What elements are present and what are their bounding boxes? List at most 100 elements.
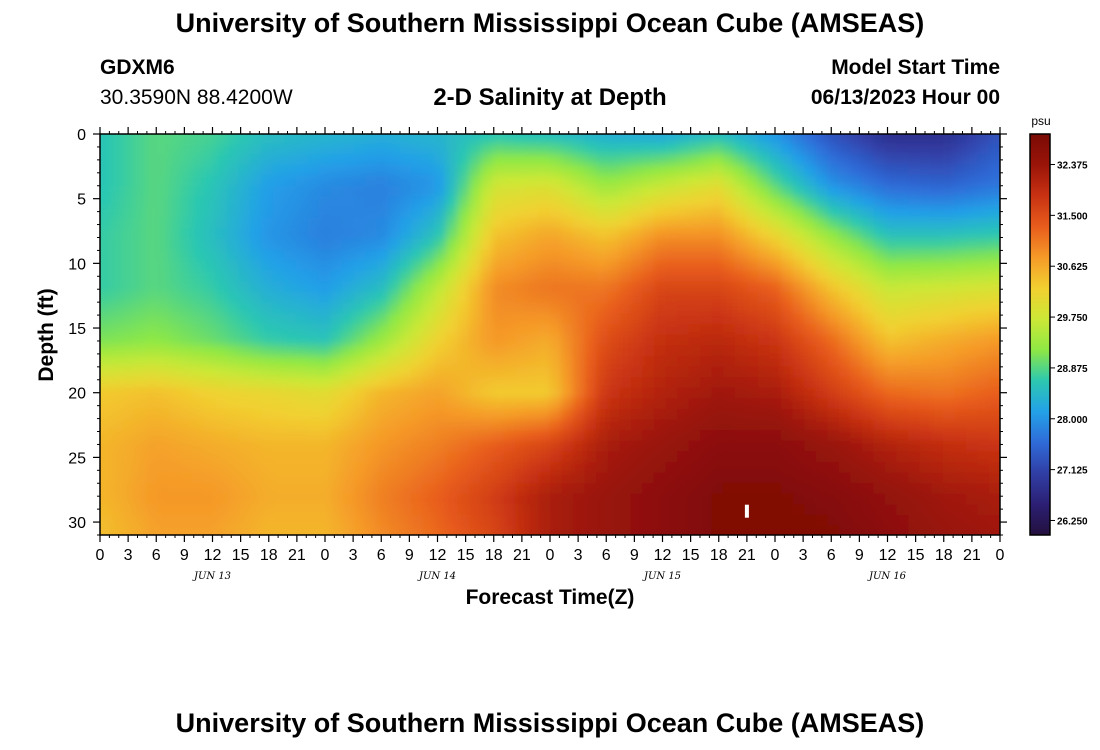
heatmap-cell	[538, 419, 551, 431]
heatmap-cell	[873, 302, 886, 315]
heatmap-cell	[942, 483, 956, 495]
heatmap-cell	[630, 185, 644, 198]
heatmap-cell	[734, 249, 748, 261]
heatmap-cell	[538, 387, 551, 400]
heatmap-cell	[330, 408, 343, 421]
heatmap-cell	[700, 366, 713, 378]
heatmap-cell	[573, 462, 586, 474]
heatmap-cell	[204, 122, 216, 133]
heatmap-cell	[342, 493, 355, 506]
heatmap-cell	[873, 217, 886, 230]
heatmap-cell	[238, 270, 251, 283]
heatmap-cell	[896, 207, 909, 219]
heatmap-cell	[596, 483, 609, 495]
colorbar-tick-label: 28.875	[1057, 364, 1088, 375]
heatmap-cell	[550, 472, 563, 485]
heatmap-cell	[607, 377, 621, 389]
heatmap-cell	[180, 164, 193, 176]
heatmap-cell	[446, 515, 459, 527]
heatmap-cell	[908, 302, 921, 315]
heatmap-cell	[908, 175, 921, 187]
heatmap-cell	[180, 323, 193, 336]
heatmap-cell	[896, 462, 909, 474]
heatmap-cell	[550, 217, 563, 230]
heatmap-cell	[804, 175, 817, 187]
heatmap-cell	[111, 515, 124, 527]
heatmap-cell	[342, 228, 355, 240]
heatmap-cell	[723, 493, 736, 506]
heatmap-cell	[884, 334, 898, 346]
heatmap-cell	[191, 249, 205, 261]
heatmap-cell	[688, 153, 701, 166]
heatmap-cell	[757, 387, 771, 400]
heatmap-cell	[1000, 260, 1012, 271]
heatmap-cell	[838, 472, 852, 485]
heatmap-cell	[804, 366, 817, 378]
heatmap-cell	[330, 302, 343, 315]
heatmap-cell	[272, 196, 286, 208]
heatmap-cell	[376, 345, 390, 357]
heatmap-cell	[573, 472, 586, 485]
heatmap-cell	[815, 207, 828, 219]
heatmap-cell	[492, 525, 505, 535]
heatmap-cell	[238, 217, 251, 230]
heatmap-cell	[965, 525, 979, 535]
heatmap-cell	[319, 270, 332, 283]
heatmap-cell	[873, 398, 886, 410]
heatmap-cell	[480, 196, 494, 208]
heatmap-cell	[376, 462, 390, 474]
heatmap-cell	[272, 440, 286, 453]
heatmap-cell	[145, 398, 159, 410]
heatmap-cell	[573, 153, 586, 166]
heatmap-cell	[561, 292, 574, 304]
heatmap-cell	[884, 345, 898, 357]
heatmap-cell	[711, 462, 725, 474]
heatmap-cell	[896, 302, 909, 315]
heatmap-cell	[261, 270, 274, 283]
heatmap-cell	[769, 281, 782, 293]
heatmap-cell	[642, 334, 655, 346]
heatmap-cell	[319, 313, 332, 325]
heatmap-cell	[804, 387, 817, 400]
heatmap-cell	[538, 175, 551, 187]
heatmap-cell	[376, 196, 390, 208]
heatmap-cell	[884, 134, 898, 145]
heatmap-cell	[1000, 345, 1012, 356]
heatmap-cell	[550, 196, 563, 208]
heatmap-cell	[319, 355, 332, 368]
heatmap-cell	[100, 493, 112, 506]
heatmap-cell	[873, 164, 886, 176]
heatmap-cell	[180, 122, 192, 133]
heatmap-cell	[226, 164, 239, 176]
heatmap-cell	[180, 217, 193, 230]
heatmap-cell	[792, 238, 805, 251]
heatmap-cell	[919, 270, 932, 283]
heatmap-cell	[677, 419, 690, 431]
heatmap-cell	[942, 334, 956, 346]
heatmap-cell	[376, 153, 390, 166]
heatmap-cell	[365, 185, 378, 198]
heatmap-cell	[792, 355, 805, 368]
heatmap-cell	[965, 355, 979, 368]
heatmap-cell	[191, 153, 205, 166]
heatmap-cell	[919, 302, 932, 315]
heatmap-cell	[215, 122, 227, 133]
heatmap-cell	[931, 143, 944, 155]
heatmap-cell	[434, 143, 447, 155]
heatmap-cell	[180, 430, 193, 442]
heatmap-cell	[965, 377, 979, 389]
heatmap-cell	[145, 387, 159, 400]
heatmap-cell	[157, 515, 170, 527]
heatmap-cell	[480, 323, 494, 336]
heatmap-cell	[134, 377, 147, 389]
heatmap-cell	[492, 134, 505, 145]
heatmap-cell	[988, 153, 1000, 166]
heatmap-cell	[342, 175, 355, 187]
heatmap-cell	[988, 366, 1000, 378]
heatmap-cell	[330, 504, 343, 516]
heatmap-cell	[965, 334, 979, 346]
heatmap-cell	[942, 185, 956, 198]
heatmap-cell	[330, 270, 343, 283]
heatmap-cell	[688, 270, 701, 283]
heatmap-cell	[977, 217, 990, 230]
